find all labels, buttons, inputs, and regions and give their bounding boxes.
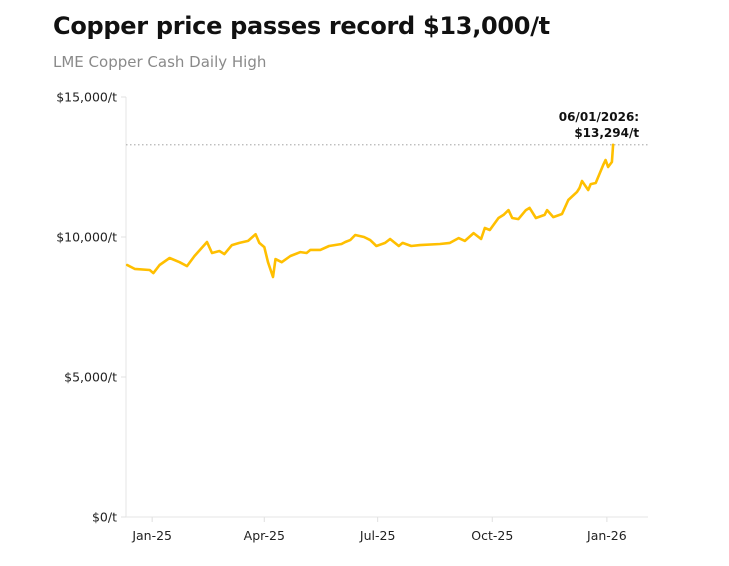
x-tick-label: Jan-26 [586,528,627,543]
x-tick-label: Jul-25 [359,528,396,543]
x-tick-label: Apr-25 [244,528,285,543]
annotation-value: $13,294/t [574,126,639,140]
y-tick-label: $10,000/t [56,230,117,245]
x-tick-label: Jan-25 [131,528,172,543]
chart-title: Copper price passes record $13,000/t [53,12,550,40]
y-tick-label: $5,000/t [64,370,117,385]
chart-subtitle: LME Copper Cash Daily High [53,53,267,71]
y-tick-label: $15,000/t [56,90,117,105]
x-tick-label: Oct-25 [471,528,513,543]
annotation-date: 06/01/2026: [559,110,639,124]
y-tick-label: $0/t [92,510,117,525]
copper-price-line [125,143,615,279]
